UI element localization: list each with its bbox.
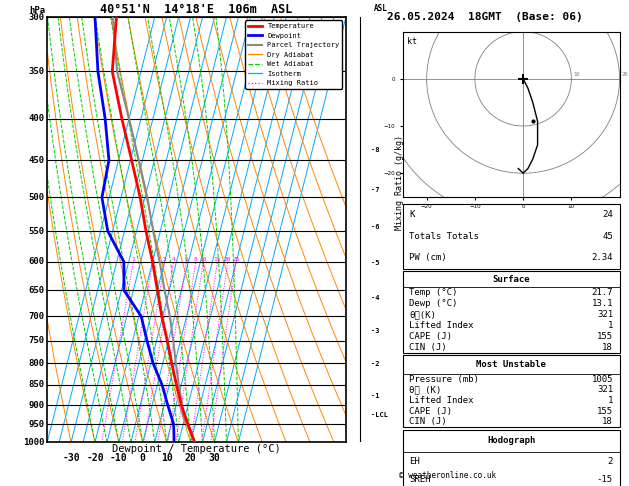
Text: 300: 300: [28, 13, 44, 21]
Text: 1: 1: [608, 321, 613, 330]
Text: CAPE (J): CAPE (J): [409, 332, 452, 341]
Text: 21.7: 21.7: [591, 288, 613, 297]
Text: 30: 30: [209, 453, 220, 463]
Text: 850: 850: [28, 381, 44, 389]
Text: 10: 10: [199, 257, 207, 262]
Text: EH: EH: [409, 457, 420, 466]
Text: 750: 750: [28, 336, 44, 345]
Text: -6: -6: [371, 224, 380, 230]
Text: 10: 10: [161, 453, 172, 463]
Text: 500: 500: [28, 193, 44, 202]
Text: kt: kt: [407, 36, 417, 46]
Text: 450: 450: [28, 156, 44, 165]
Text: 18: 18: [603, 417, 613, 426]
Text: Mixing Ratio (g/kg): Mixing Ratio (g/kg): [395, 135, 404, 230]
Text: 550: 550: [28, 226, 44, 236]
Text: -20: -20: [86, 453, 104, 463]
Text: 10: 10: [574, 72, 581, 77]
Text: 1: 1: [608, 396, 613, 405]
Text: 350: 350: [28, 67, 44, 76]
X-axis label: Dewpoint / Temperature (°C): Dewpoint / Temperature (°C): [112, 444, 281, 453]
Text: Hodograph: Hodograph: [487, 436, 535, 445]
Text: -30: -30: [62, 453, 80, 463]
Text: -8: -8: [371, 147, 380, 153]
Text: 8: 8: [194, 257, 198, 262]
Text: K: K: [409, 210, 415, 219]
Text: 1005: 1005: [591, 375, 613, 384]
Text: SREH: SREH: [409, 475, 431, 485]
Text: -15: -15: [597, 475, 613, 485]
Text: 26.05.2024  18GMT  (Base: 06): 26.05.2024 18GMT (Base: 06): [387, 12, 582, 22]
Text: 155: 155: [597, 332, 613, 341]
Text: 800: 800: [28, 359, 44, 368]
Text: 45: 45: [603, 232, 613, 241]
Text: 321: 321: [597, 385, 613, 395]
Text: 24: 24: [603, 210, 613, 219]
Text: 2.34: 2.34: [591, 253, 613, 262]
Text: 1000: 1000: [23, 438, 44, 447]
Text: -7: -7: [371, 187, 380, 192]
Text: 950: 950: [28, 419, 44, 429]
Text: -10: -10: [110, 453, 128, 463]
Text: 0: 0: [140, 453, 146, 463]
Text: -1: -1: [371, 393, 380, 399]
Text: -4: -4: [371, 295, 380, 301]
Text: 700: 700: [28, 312, 44, 321]
Text: Dewp (°C): Dewp (°C): [409, 299, 457, 308]
Text: © weatheronline.co.uk: © weatheronline.co.uk: [399, 471, 496, 480]
Text: 13.1: 13.1: [591, 299, 613, 308]
Text: Surface: Surface: [493, 275, 530, 284]
Text: -2: -2: [371, 361, 380, 367]
Text: 321: 321: [597, 310, 613, 319]
Text: 650: 650: [28, 286, 44, 295]
Text: 15: 15: [214, 257, 221, 262]
Text: 400: 400: [28, 114, 44, 123]
Title: 40°51'N  14°18'E  106m  ASL: 40°51'N 14°18'E 106m ASL: [101, 3, 292, 16]
Text: θᴄ (K): θᴄ (K): [409, 385, 442, 395]
Text: CIN (J): CIN (J): [409, 417, 447, 426]
Text: hPa: hPa: [30, 6, 45, 15]
Text: Most Unstable: Most Unstable: [476, 360, 546, 369]
Text: 18: 18: [603, 343, 613, 352]
Text: 2: 2: [608, 457, 613, 466]
Text: Totals Totals: Totals Totals: [409, 232, 479, 241]
Text: 900: 900: [28, 400, 44, 410]
Text: CAPE (J): CAPE (J): [409, 407, 452, 416]
Text: Lifted Index: Lifted Index: [409, 396, 474, 405]
Text: 155: 155: [597, 407, 613, 416]
Text: 600: 600: [28, 257, 44, 266]
Text: 1: 1: [131, 257, 135, 262]
Text: -3: -3: [371, 328, 380, 334]
Text: km
ASL: km ASL: [374, 0, 387, 13]
Text: Pressure (mb): Pressure (mb): [409, 375, 479, 384]
Text: -5: -5: [371, 260, 380, 266]
Text: 20: 20: [622, 72, 628, 77]
Text: CIN (J): CIN (J): [409, 343, 447, 352]
Text: -LCL: -LCL: [371, 413, 388, 418]
Text: 20: 20: [224, 257, 231, 262]
Text: Temp (°C): Temp (°C): [409, 288, 457, 297]
Text: PW (cm): PW (cm): [409, 253, 447, 262]
Text: 3: 3: [163, 257, 167, 262]
Legend: Temperature, Dewpoint, Parcel Trajectory, Dry Adiabat, Wet Adiabat, Isotherm, Mi: Temperature, Dewpoint, Parcel Trajectory…: [245, 20, 342, 89]
Text: 20: 20: [185, 453, 196, 463]
Text: 25: 25: [232, 257, 240, 262]
Text: Lifted Index: Lifted Index: [409, 321, 474, 330]
Text: 2: 2: [151, 257, 155, 262]
Text: 4: 4: [172, 257, 175, 262]
Text: θᴄ(K): θᴄ(K): [409, 310, 436, 319]
Text: 6: 6: [184, 257, 188, 262]
